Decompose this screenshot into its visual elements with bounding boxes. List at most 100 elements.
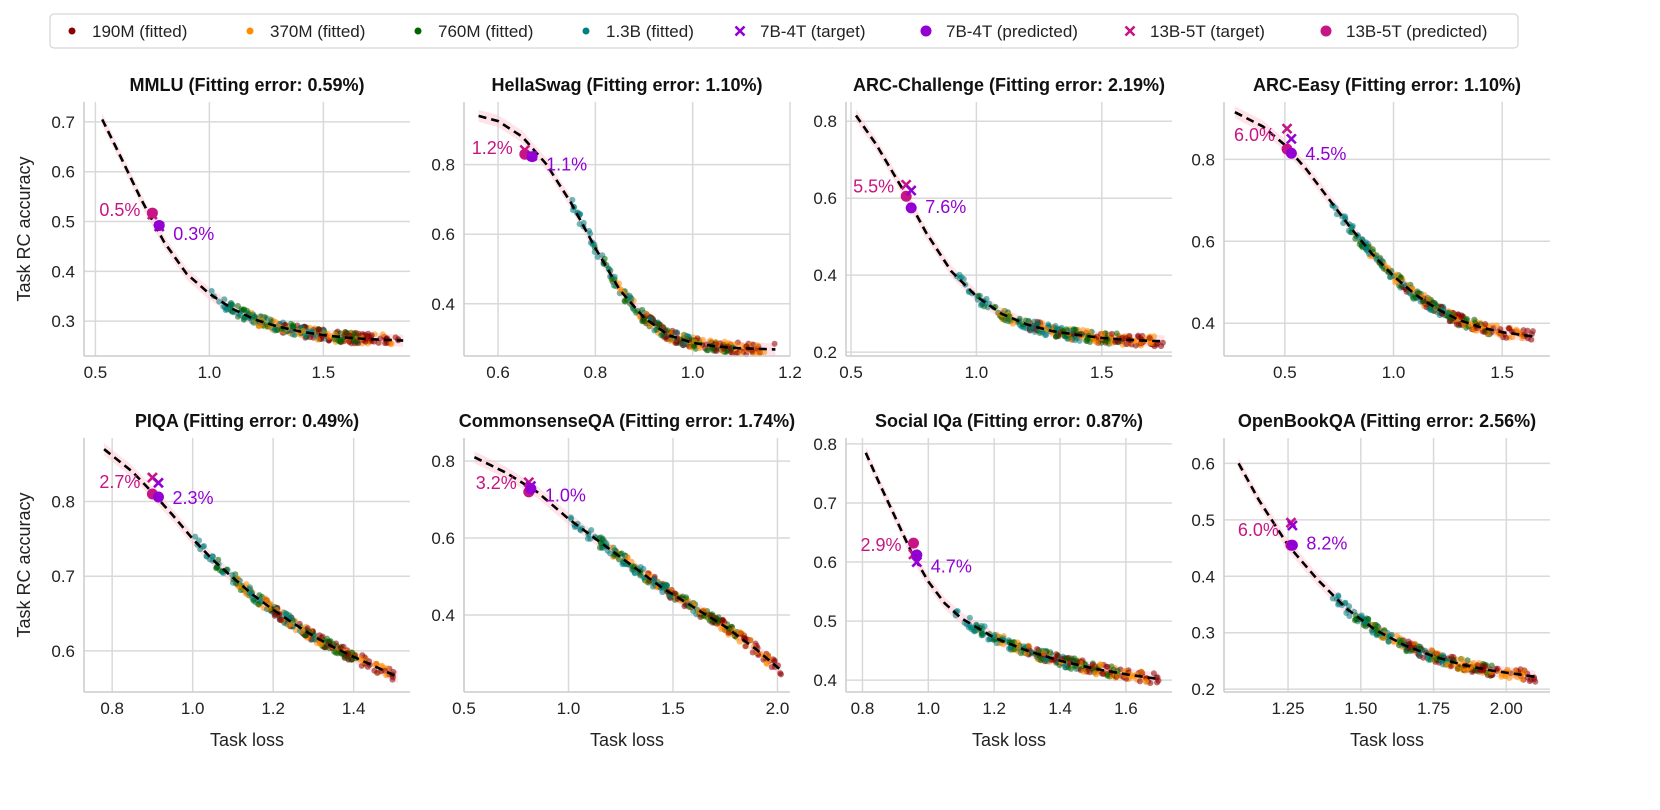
- target-point-m7B: [153, 221, 165, 232]
- fitted-point-s760M: [1102, 338, 1109, 345]
- error-label-m7B: 4.7%: [931, 557, 972, 577]
- fitted-point-s760M: [683, 594, 690, 601]
- fitted-point-s190M: [1051, 655, 1058, 662]
- fitted-point-s190M: [1104, 663, 1111, 670]
- fitted-point-s190M: [1136, 678, 1143, 685]
- x-tick-label: 1.4: [342, 699, 366, 718]
- fitted-point-s370M: [718, 626, 725, 632]
- fitted-point-s1_3B: [321, 328, 327, 334]
- x-tick-label: 1.0: [681, 363, 705, 382]
- legend-entry: 7B-4T (target): [734, 22, 866, 41]
- fitted-point-s370M: [699, 336, 706, 343]
- y-tick-label: 0.2: [1191, 680, 1215, 699]
- x-tick-label: 0.5: [452, 699, 476, 718]
- fitted-point-s370M: [1462, 667, 1469, 674]
- predicted-point-m13B: [908, 537, 920, 549]
- panel-title: Social IQa (Fitting error: 0.87%): [875, 411, 1143, 431]
- predicted-point-m7B: [1285, 147, 1297, 159]
- fitted-point-s190M: [1034, 646, 1041, 652]
- fitted-point-s190M: [1524, 327, 1531, 334]
- error-label-m7B: 8.2%: [1306, 533, 1347, 553]
- fitted-point-s1_3B: [311, 636, 318, 643]
- fitted-point-s760M: [656, 321, 663, 328]
- fitted-point-s1_3B: [1006, 645, 1012, 652]
- chart-panel: 0.6 0.8 1.0 1.2 0.4 0.6 0.8 HellaSwag (Fitting …: [431, 75, 801, 382]
- fitted-point-s370M: [1443, 661, 1450, 668]
- fitted-point-s1_3B: [1362, 619, 1369, 626]
- fitted-point-s1_3B: [626, 292, 633, 299]
- fitted-point-s1_3B: [1343, 610, 1350, 616]
- fitted-point-s1_3B: [1349, 223, 1356, 230]
- fitted-point-s760M: [1113, 330, 1120, 337]
- target-point-m7B: [526, 150, 538, 162]
- y-tick-label: 0.6: [813, 553, 837, 572]
- fitted-point-s1_3B: [611, 273, 618, 280]
- fitted-point-s1_3B: [1388, 631, 1395, 638]
- fitted-point-s190M: [1503, 334, 1510, 341]
- target-point-m13B: [1281, 123, 1293, 135]
- fitted-point-s370M: [1519, 676, 1526, 683]
- fitted-point-s190M: [1526, 678, 1533, 685]
- fitted-point-s190M: [362, 338, 369, 345]
- fitted-point-s760M: [1369, 246, 1376, 253]
- fitted-point-s760M: [238, 306, 245, 313]
- fitted-point-s190M: [1453, 321, 1460, 328]
- fitted-point-s1_3B: [650, 583, 656, 590]
- fitted-point-s760M: [351, 330, 358, 337]
- error-label-m7B: 0.3%: [173, 224, 214, 244]
- fitted-point-s1_3B: [680, 341, 687, 348]
- fitted-point-s370M: [1394, 632, 1401, 639]
- legend-entry: 190M (fitted): [68, 22, 187, 41]
- x-tick-label: 1.0: [198, 363, 222, 382]
- legend: 190M (fitted) 370M (fitted) 760M (fitted) 1…: [49, 13, 1519, 49]
- fitted-point-s370M: [288, 621, 295, 628]
- fitted-point-s1_3B: [216, 298, 223, 305]
- fitted-point-s370M: [757, 349, 763, 356]
- y-tick-label: 0.3: [51, 312, 75, 331]
- fitted-point-s190M: [733, 350, 740, 357]
- legend-label: 1.3B (fitted): [606, 22, 694, 41]
- legend-label: 190M (fitted): [92, 22, 187, 41]
- y-tick-label: 0.6: [813, 189, 837, 208]
- panel-title: PIQA (Fitting error: 0.49%): [135, 411, 359, 431]
- legend-entry: 760M (fitted): [414, 22, 533, 41]
- fitted-point-s1_3B: [221, 296, 228, 303]
- fitted-point-s370M: [318, 641, 325, 648]
- fitted-point-s370M: [667, 337, 674, 344]
- fitted-point-s370M: [388, 340, 395, 347]
- panel-title: HellaSwag (Fitting error: 1.10%): [491, 75, 762, 95]
- fitted-point-s1_3B: [1329, 595, 1336, 602]
- x-tick-label: 1.6: [1114, 699, 1138, 718]
- fitted-point-s370M: [1428, 647, 1435, 653]
- fitted-point-s1_3B: [229, 572, 236, 578]
- predicted-point-m7B: [905, 202, 917, 214]
- fitted-point-s760M: [1356, 241, 1363, 248]
- panel-title: ARC-Challenge (Fitting error: 2.19%): [853, 75, 1165, 95]
- legend-entry: 13B-5T (target): [1124, 22, 1265, 41]
- fitted-point-s370M: [737, 350, 744, 356]
- fitted-point-s1_3B: [971, 628, 978, 635]
- y-tick-label: 0.4: [51, 262, 75, 281]
- panel-title: ARC-Easy (Fitting error: 1.10%): [1253, 75, 1521, 95]
- chart-panel: 0.8 1.0 1.2 1.4 1.6 0.4 0.5 0.6 0.7 0.8 Social IQa…: [813, 411, 1172, 750]
- legend-dot-marker: [246, 27, 254, 35]
- fitted-point-s370M: [1519, 335, 1526, 342]
- y-tick-label: 0.5: [1191, 511, 1215, 530]
- target-point-m7B: [905, 185, 917, 196]
- fitted-point-s760M: [1464, 657, 1471, 664]
- fitted-point-s1_3B: [246, 587, 253, 594]
- error-label-m7B: 2.3%: [172, 488, 213, 508]
- fitted-point-s760M: [1073, 657, 1080, 664]
- y-tick-label: 0.4: [431, 295, 455, 314]
- x-tick-label: 1.4: [1048, 699, 1072, 718]
- fitted-point-s190M: [778, 671, 784, 678]
- fitted-point-s370M: [1025, 642, 1032, 649]
- x-axis-label: Task loss: [972, 730, 1046, 750]
- error-label-m13B: 6.0%: [1234, 125, 1275, 145]
- y-axis-label: Task RC accuracy: [14, 492, 34, 637]
- fitted-curve: [103, 448, 399, 679]
- fitted-point-s190M: [725, 629, 732, 636]
- fitted-point-s190M: [319, 633, 326, 640]
- fitted-point-s370M: [1009, 320, 1016, 327]
